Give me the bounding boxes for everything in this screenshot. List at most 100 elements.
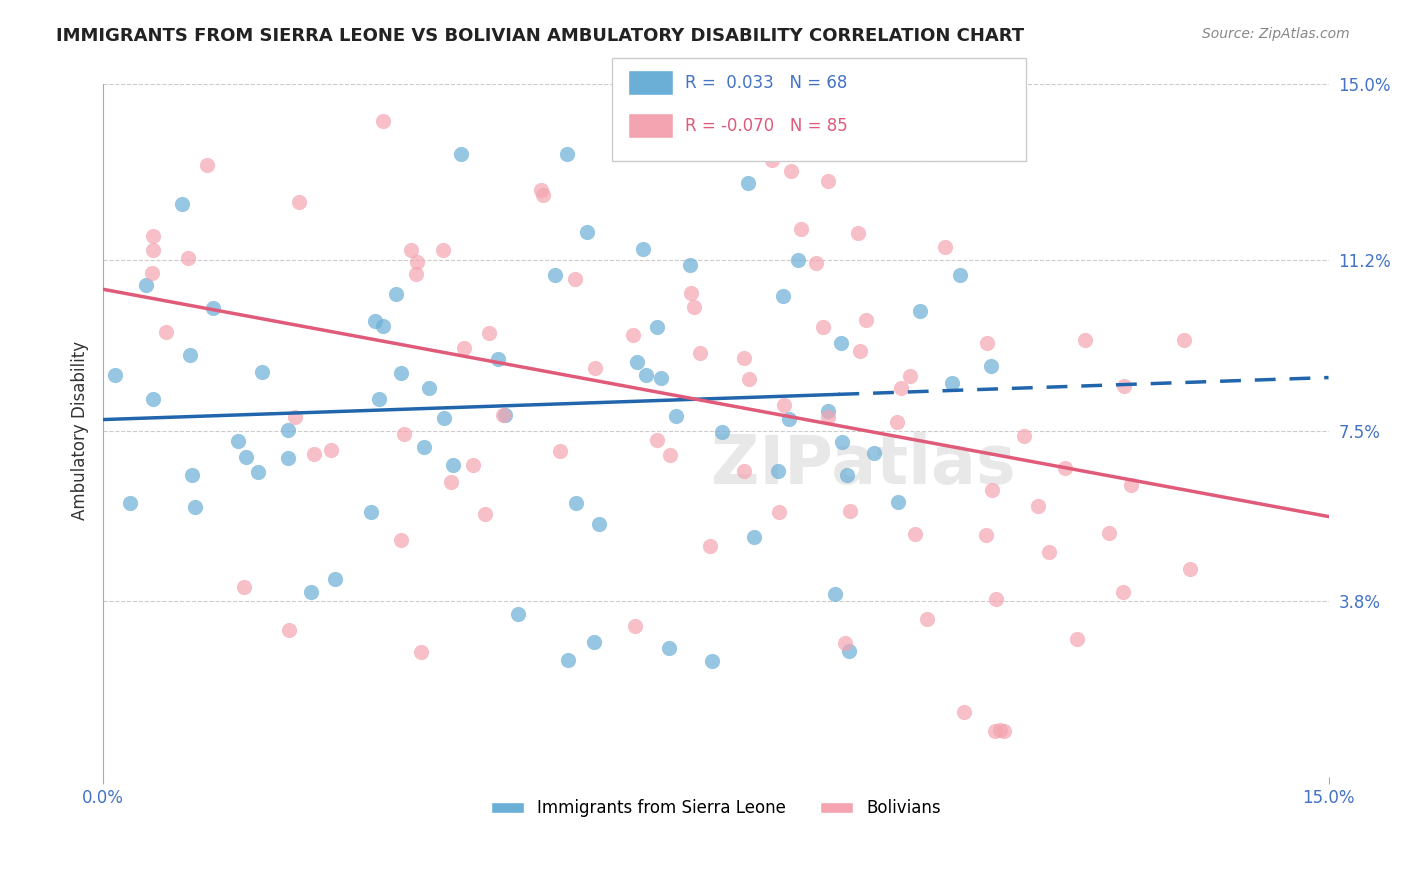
Point — [768, 505, 790, 519]
Point — [890, 381, 912, 395]
Point — [1074, 333, 1097, 347]
Point — [453, 341, 475, 355]
Point — [700, 655, 723, 669]
Point — [183, 500, 205, 515]
Point — [1066, 632, 1088, 646]
Point — [849, 343, 872, 358]
Point — [733, 464, 755, 478]
Point — [531, 188, 554, 202]
Point — [141, 266, 163, 280]
Point — [1112, 378, 1135, 392]
Point — [811, 320, 834, 334]
Point — [394, 427, 416, 442]
Point — [659, 448, 682, 462]
Point — [974, 528, 997, 542]
Point — [910, 304, 932, 318]
Point — [588, 516, 610, 531]
Legend: Immigrants from Sierra Leone, Bolivians: Immigrants from Sierra Leone, Bolivians — [484, 793, 948, 824]
Point — [742, 530, 765, 544]
Point — [949, 268, 972, 283]
Point — [817, 409, 839, 424]
Point — [1012, 429, 1035, 443]
Point — [304, 447, 326, 461]
Point — [631, 242, 654, 256]
Point — [557, 146, 579, 161]
Point — [779, 164, 801, 178]
Point — [1178, 562, 1201, 576]
Point — [984, 592, 1007, 607]
Point — [576, 225, 599, 239]
Point — [917, 612, 939, 626]
Point — [461, 458, 484, 473]
Point — [492, 408, 515, 422]
Point — [360, 505, 382, 519]
Point — [626, 355, 648, 369]
Point — [565, 496, 588, 510]
Point — [737, 176, 759, 190]
Point — [650, 371, 672, 385]
Point — [432, 243, 454, 257]
Point — [177, 252, 200, 266]
Point — [1112, 585, 1135, 599]
Point — [838, 643, 860, 657]
Point — [135, 277, 157, 292]
Point — [886, 415, 908, 429]
Point — [384, 286, 406, 301]
Point — [583, 360, 606, 375]
Point — [689, 345, 711, 359]
Point — [898, 368, 921, 383]
Point — [787, 253, 810, 268]
Point — [155, 325, 177, 339]
Point — [373, 318, 395, 333]
Text: Source: ZipAtlas.com: Source: ZipAtlas.com — [1202, 27, 1350, 41]
Point — [142, 392, 165, 407]
Y-axis label: Ambulatory Disability: Ambulatory Disability — [72, 341, 89, 520]
Point — [409, 645, 432, 659]
Point — [817, 174, 839, 188]
Point — [953, 705, 976, 719]
Point — [761, 153, 783, 167]
Point — [548, 444, 571, 458]
Point — [983, 723, 1005, 738]
Point — [993, 723, 1015, 738]
Point — [226, 434, 249, 449]
Point — [172, 196, 194, 211]
Point — [477, 326, 499, 341]
Point — [371, 114, 394, 128]
Point — [934, 240, 956, 254]
Point — [250, 365, 273, 379]
Point — [624, 619, 647, 633]
Point — [277, 423, 299, 437]
Point — [557, 653, 579, 667]
Point — [277, 623, 299, 637]
Point — [681, 286, 703, 301]
Point — [389, 533, 412, 547]
Point — [848, 227, 870, 241]
Point — [440, 475, 463, 489]
Point — [364, 314, 387, 328]
Text: R = -0.070   N = 85: R = -0.070 N = 85 — [685, 117, 848, 135]
Point — [486, 351, 509, 366]
Point — [405, 255, 427, 269]
Point — [733, 351, 755, 366]
Point — [834, 636, 856, 650]
Point — [433, 410, 456, 425]
Point — [195, 158, 218, 172]
Point — [831, 435, 853, 450]
Point — [645, 320, 668, 334]
Point — [1053, 460, 1076, 475]
Point — [773, 398, 796, 412]
Point — [142, 243, 165, 257]
Point — [247, 465, 270, 479]
Point — [904, 146, 927, 161]
Point — [804, 256, 827, 270]
Point — [277, 450, 299, 465]
Point — [669, 121, 692, 136]
Point — [506, 607, 529, 621]
Point — [980, 359, 1002, 373]
Point — [976, 336, 998, 351]
Point — [201, 301, 224, 316]
Point — [1026, 499, 1049, 513]
Point — [872, 136, 894, 151]
Point — [679, 258, 702, 272]
